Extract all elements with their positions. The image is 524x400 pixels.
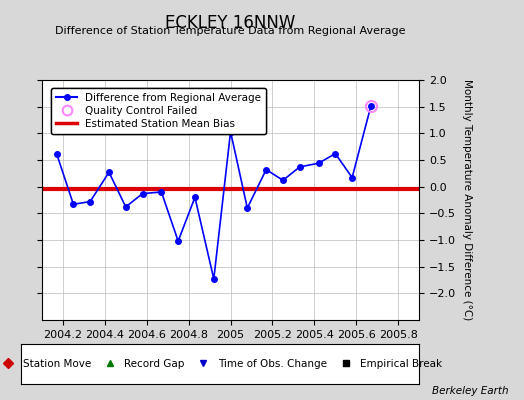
Y-axis label: Monthly Temperature Anomaly Difference (°C): Monthly Temperature Anomaly Difference (… <box>462 79 472 321</box>
Text: Berkeley Earth: Berkeley Earth <box>432 386 508 396</box>
Text: Difference of Station Temperature Data from Regional Average: Difference of Station Temperature Data f… <box>56 26 406 36</box>
Legend: Difference from Regional Average, Quality Control Failed, Estimated Station Mean: Difference from Regional Average, Qualit… <box>51 88 267 134</box>
Legend: Station Move, Record Gap, Time of Obs. Change, Empirical Break: Station Move, Record Gap, Time of Obs. C… <box>0 356 445 372</box>
Text: ECKLEY 16NNW: ECKLEY 16NNW <box>166 14 296 32</box>
